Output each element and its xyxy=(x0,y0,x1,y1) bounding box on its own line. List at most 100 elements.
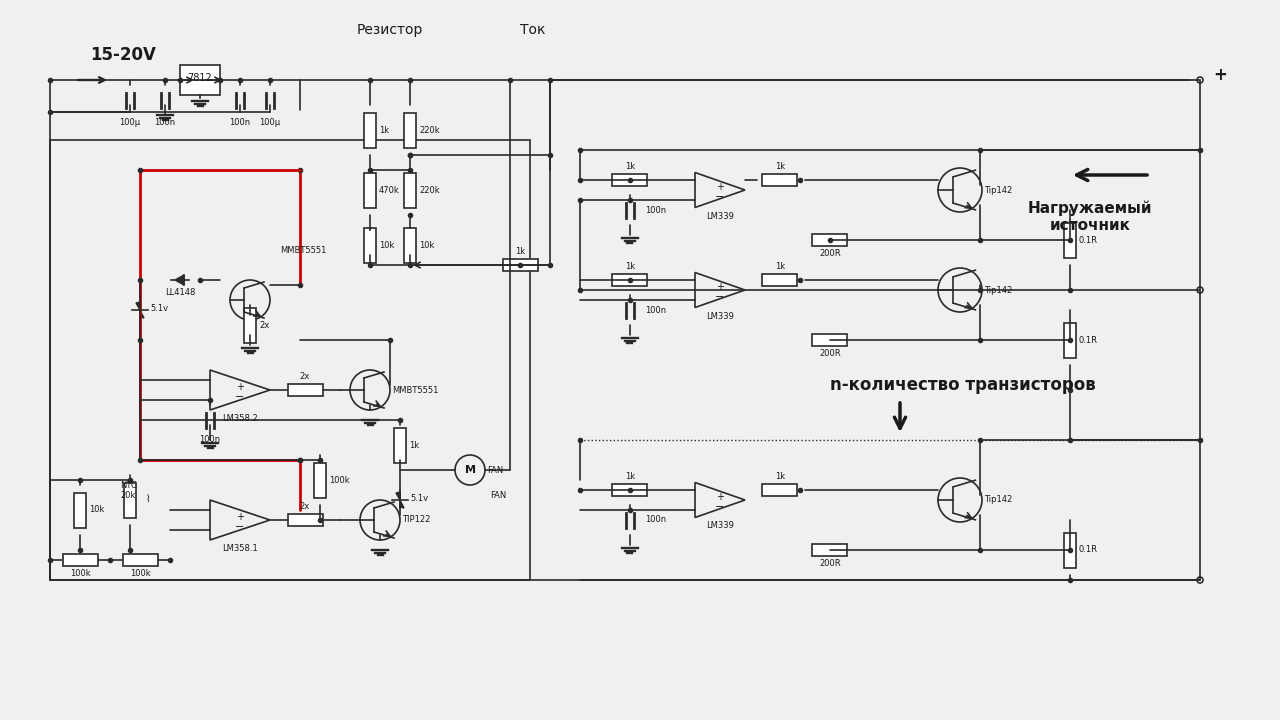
Bar xyxy=(180,65,220,95)
Text: 220k: 220k xyxy=(419,186,439,194)
Text: 0.1R: 0.1R xyxy=(1079,546,1098,554)
Text: 7812: 7812 xyxy=(188,73,212,83)
Text: 1k: 1k xyxy=(625,162,635,171)
Text: 220k: 220k xyxy=(419,125,439,135)
Bar xyxy=(74,492,86,528)
Text: 1k: 1k xyxy=(625,262,635,271)
Text: 10k: 10k xyxy=(90,505,105,515)
Text: 100n: 100n xyxy=(155,118,175,127)
Text: 5.1v: 5.1v xyxy=(410,493,428,503)
Text: LM358.1: LM358.1 xyxy=(223,544,257,553)
Bar xyxy=(503,259,538,271)
Text: Резистор: Резистор xyxy=(357,23,424,37)
Text: 200R: 200R xyxy=(819,249,841,258)
Bar xyxy=(63,554,97,566)
Circle shape xyxy=(1197,287,1203,293)
Polygon shape xyxy=(140,310,145,318)
Text: LM339: LM339 xyxy=(707,312,733,320)
Text: 2x: 2x xyxy=(300,372,310,381)
Text: LL4148: LL4148 xyxy=(165,288,195,297)
Bar xyxy=(364,112,376,148)
Text: 100n: 100n xyxy=(645,305,666,315)
Bar xyxy=(404,173,416,207)
Text: LM358.2: LM358.2 xyxy=(223,414,257,423)
Bar xyxy=(364,228,376,263)
Text: 100n: 100n xyxy=(645,205,666,215)
Text: 20k: 20k xyxy=(120,490,136,500)
Bar xyxy=(123,554,157,566)
Text: 5.1v: 5.1v xyxy=(150,304,168,312)
Bar xyxy=(124,482,136,518)
Bar xyxy=(288,384,323,396)
Bar xyxy=(244,307,256,343)
Text: 1k: 1k xyxy=(625,472,635,481)
Text: 15-20V: 15-20V xyxy=(90,46,156,64)
Text: 100n: 100n xyxy=(229,118,251,127)
Text: 0.1R: 0.1R xyxy=(1079,235,1098,245)
Bar xyxy=(314,462,326,498)
Text: ⌇: ⌇ xyxy=(145,495,150,505)
Bar xyxy=(613,174,648,186)
Bar xyxy=(1064,323,1076,358)
Text: FAN: FAN xyxy=(486,466,503,474)
Bar xyxy=(1064,533,1076,567)
Text: 1k: 1k xyxy=(410,441,419,449)
Text: +: + xyxy=(716,182,724,192)
Text: −: − xyxy=(716,292,724,302)
Text: 1k: 1k xyxy=(774,262,785,271)
Bar xyxy=(1064,222,1076,258)
Bar xyxy=(394,428,406,462)
Text: 1k: 1k xyxy=(774,162,785,171)
Bar xyxy=(613,484,648,496)
Text: 200R: 200R xyxy=(819,349,841,358)
Polygon shape xyxy=(136,302,140,310)
Text: Tip142: Tip142 xyxy=(984,286,1012,294)
Circle shape xyxy=(1197,577,1203,583)
Bar xyxy=(763,484,797,496)
Text: 100k: 100k xyxy=(129,569,150,578)
Bar xyxy=(763,174,797,186)
Text: 1k: 1k xyxy=(515,247,525,256)
Text: 200R: 200R xyxy=(819,559,841,568)
Text: 1k: 1k xyxy=(379,125,389,135)
Text: +: + xyxy=(236,382,244,392)
Text: Ток: Ток xyxy=(520,23,545,37)
Bar xyxy=(288,514,323,526)
Polygon shape xyxy=(399,500,404,508)
Text: M: M xyxy=(465,465,475,475)
Text: 10k: 10k xyxy=(419,240,434,250)
Text: 10k: 10k xyxy=(379,240,394,250)
Bar xyxy=(813,234,847,246)
Polygon shape xyxy=(175,275,184,285)
Bar xyxy=(50,140,530,580)
Text: +: + xyxy=(716,282,724,292)
Bar xyxy=(613,274,648,286)
Text: 470k: 470k xyxy=(379,186,399,194)
Text: 100µ: 100µ xyxy=(260,118,280,127)
Text: −: − xyxy=(716,192,724,202)
Text: 0.1R: 0.1R xyxy=(1079,336,1098,344)
Bar xyxy=(813,334,847,346)
Text: FAN: FAN xyxy=(490,490,507,500)
Polygon shape xyxy=(396,492,399,500)
Bar xyxy=(404,112,416,148)
Text: NTC: NTC xyxy=(120,480,137,490)
Text: 100n: 100n xyxy=(200,435,220,444)
Bar xyxy=(404,228,416,263)
Text: n-количество транзисторов: n-количество транзисторов xyxy=(829,376,1096,394)
Text: +: + xyxy=(1213,66,1228,84)
Text: Tip142: Tip142 xyxy=(984,186,1012,194)
Text: MMBT5551: MMBT5551 xyxy=(280,246,326,254)
Text: TIP122: TIP122 xyxy=(402,516,430,524)
Bar xyxy=(813,544,847,556)
Text: LM339: LM339 xyxy=(707,212,733,220)
Text: 2x: 2x xyxy=(300,502,310,511)
Text: −: − xyxy=(716,502,724,512)
Text: +: + xyxy=(716,492,724,502)
Text: 100n: 100n xyxy=(645,516,666,524)
Text: MMBT5551: MMBT5551 xyxy=(392,385,438,395)
Circle shape xyxy=(1197,77,1203,83)
Text: Tip142: Tip142 xyxy=(984,495,1012,505)
Text: −: − xyxy=(236,522,244,532)
Text: 100k: 100k xyxy=(69,569,91,578)
